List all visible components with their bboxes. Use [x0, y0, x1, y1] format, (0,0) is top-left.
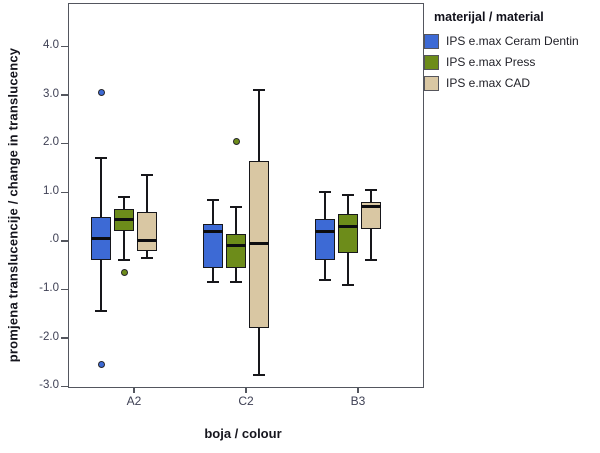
y-tick-label: 1.0 — [43, 184, 59, 197]
x-tick-label: B3 — [350, 394, 366, 408]
x-tick-label: A2 — [126, 394, 142, 408]
outlier-point — [120, 269, 128, 276]
whisker-cap-low — [95, 310, 107, 313]
x-tick-mark — [357, 387, 359, 393]
median-line — [137, 239, 157, 243]
whisker-cap-low — [207, 281, 219, 284]
y-tick-label: 4.0 — [43, 39, 59, 52]
legend-label-press: IPS e.max Press — [446, 55, 536, 69]
legend-item-press: IPS e.max Press — [424, 54, 600, 70]
legend-label-cad: IPS e.max CAD — [446, 76, 531, 90]
median-line — [315, 229, 335, 233]
y-tick-mark — [60, 191, 68, 194]
legend-label-ceram-dentin: IPS e.max Ceram Dentin — [446, 34, 579, 48]
whisker-cap-high — [230, 205, 242, 208]
plot-area: 4.0 3.0 2.0 1.0 .0 -1.0 -2.0 -3.0 A2 C2 B3 — [39, 3, 424, 408]
y-tick-mark — [60, 240, 68, 242]
y-tick-mark — [60, 45, 68, 48]
y-tick-label: -3.0 — [39, 379, 59, 392]
box-ips-e-max-cad-B3 — [361, 202, 381, 229]
whisker-cap-low — [118, 259, 130, 262]
legend-swatch-ceram-dentin-icon — [424, 33, 439, 49]
whisker-cap-low — [230, 281, 242, 284]
x-tick-mark — [245, 387, 247, 393]
whisker-cap-low — [319, 278, 331, 281]
median-line — [91, 236, 111, 240]
y-tick-mark — [60, 142, 68, 145]
whisker-cap-high — [253, 89, 265, 92]
y-axis-title: promjena translucencije / change in tran… — [5, 47, 21, 363]
y-tick-mark — [60, 288, 68, 291]
box-ips-e-max-ceram-dentin-B3 — [315, 219, 335, 261]
box-ips-e-max-cad-A2 — [137, 211, 157, 251]
median-line — [249, 241, 269, 245]
outlier-point — [97, 89, 105, 97]
whisker-cap-low — [365, 259, 377, 262]
legend-item-ceram-dentin: IPS e.max Ceram Dentin — [424, 33, 600, 49]
y-tick-mark — [60, 337, 68, 339]
outlier-point — [97, 361, 105, 369]
box-ips-e-max-press-C2 — [226, 233, 246, 268]
y-tick-label: -1.0 — [39, 282, 59, 295]
y-tick-label: .0 — [49, 233, 59, 246]
median-line — [226, 244, 246, 248]
whisker-cap-high — [319, 191, 331, 194]
y-tick-mark — [60, 385, 68, 388]
y-tick-label: 2.0 — [43, 136, 59, 149]
whisker-cap-low — [141, 256, 153, 259]
whisker-cap-high — [141, 174, 153, 177]
box-ips-e-max-press-B3 — [338, 214, 358, 254]
median-line — [338, 224, 358, 228]
median-line — [361, 205, 381, 209]
whisker-cap-high — [95, 157, 107, 160]
legend-swatch-cad-icon — [424, 75, 439, 91]
whisker-cap-low — [342, 283, 354, 286]
x-axis-title: boja / colour — [204, 426, 282, 441]
whisker-cap-high — [118, 196, 130, 199]
x-tick-label: C2 — [238, 394, 254, 408]
outlier-point — [232, 137, 240, 145]
legend: materijal / material IPS e.max Ceram Den… — [424, 10, 600, 96]
whisker-cap-low — [253, 373, 265, 376]
legend-item-cad: IPS e.max CAD — [424, 75, 600, 91]
whisker-cap-high — [342, 193, 354, 196]
x-tick-mark — [133, 387, 135, 393]
whisker-cap-high — [207, 198, 219, 201]
whisker-cap-high — [365, 188, 377, 191]
y-tick-label: 3.0 — [43, 87, 59, 100]
y-tick-label: -2.0 — [39, 330, 59, 343]
legend-title: materijal / material — [434, 10, 544, 24]
y-tick-mark — [60, 94, 68, 96]
median-line — [114, 217, 134, 221]
median-line — [203, 229, 223, 233]
box-ips-e-max-ceram-dentin-C2 — [203, 223, 223, 268]
legend-swatch-press-icon — [424, 54, 439, 70]
